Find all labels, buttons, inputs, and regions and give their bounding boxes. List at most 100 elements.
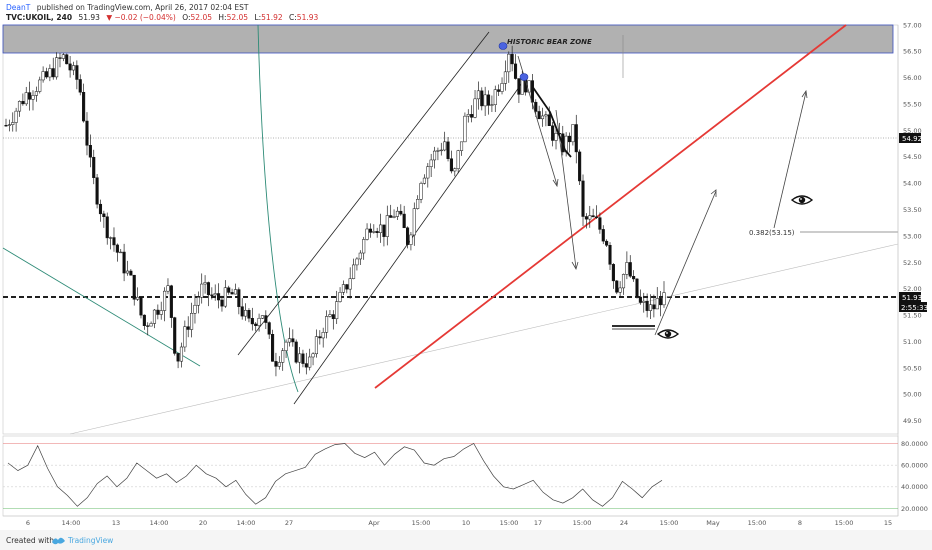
candle[interactable] xyxy=(61,54,65,59)
candle[interactable] xyxy=(314,336,318,355)
candle[interactable] xyxy=(419,183,423,200)
channel-upper[interactable] xyxy=(237,31,490,356)
candle[interactable] xyxy=(176,353,180,362)
candle[interactable] xyxy=(98,203,103,215)
candle[interactable] xyxy=(28,92,32,100)
candle[interactable] xyxy=(44,71,49,78)
candle[interactable] xyxy=(490,104,494,106)
candle[interactable] xyxy=(7,124,11,126)
candle[interactable] xyxy=(453,168,457,172)
candle[interactable] xyxy=(287,338,291,343)
candle[interactable] xyxy=(115,244,119,253)
candle[interactable] xyxy=(139,296,143,316)
candle[interactable] xyxy=(385,215,389,237)
candle[interactable] xyxy=(618,287,622,293)
candle[interactable] xyxy=(48,68,52,78)
candle[interactable] xyxy=(551,125,555,141)
candle[interactable] xyxy=(328,314,332,317)
candle[interactable] xyxy=(638,296,642,303)
candle[interactable] xyxy=(55,57,59,78)
candle[interactable] xyxy=(338,292,342,302)
candle[interactable] xyxy=(311,353,315,358)
candle[interactable] xyxy=(503,71,507,84)
candle[interactable] xyxy=(662,292,666,306)
candle[interactable] xyxy=(443,141,447,151)
teal-curve[interactable] xyxy=(257,24,299,393)
candle[interactable] xyxy=(466,114,470,117)
candle[interactable] xyxy=(483,94,487,107)
candle[interactable] xyxy=(335,301,339,320)
candle[interactable] xyxy=(237,289,241,307)
candle[interactable] xyxy=(594,216,599,218)
candle[interactable] xyxy=(163,290,167,311)
candle[interactable] xyxy=(169,285,173,318)
candle[interactable] xyxy=(95,177,99,205)
candle[interactable] xyxy=(571,124,575,143)
candle[interactable] xyxy=(537,111,541,120)
candle[interactable] xyxy=(473,98,477,118)
candle[interactable] xyxy=(92,156,96,178)
candle[interactable] xyxy=(71,65,76,71)
candle[interactable] xyxy=(632,276,636,280)
candle[interactable] xyxy=(652,304,656,310)
candle[interactable] xyxy=(213,293,217,296)
candle[interactable] xyxy=(11,122,15,125)
candle[interactable] xyxy=(382,224,386,237)
candle[interactable] xyxy=(156,309,160,315)
candle[interactable] xyxy=(331,314,335,320)
candle[interactable] xyxy=(584,216,588,220)
candle[interactable] xyxy=(146,325,150,327)
candle[interactable] xyxy=(125,270,130,274)
candle[interactable] xyxy=(250,318,254,325)
candle[interactable] xyxy=(422,177,426,184)
candle[interactable] xyxy=(277,362,281,367)
candle[interactable] xyxy=(264,315,268,323)
candle[interactable] xyxy=(220,299,224,307)
candle[interactable] xyxy=(68,63,72,71)
candle[interactable] xyxy=(318,336,322,339)
candle[interactable] xyxy=(432,150,437,161)
candle[interactable] xyxy=(85,120,89,146)
candle[interactable] xyxy=(578,151,582,182)
candle[interactable] xyxy=(190,312,194,330)
candle[interactable] xyxy=(206,282,211,296)
candle[interactable] xyxy=(510,53,514,65)
symbol-label[interactable]: TVC:UKOIL, 240 xyxy=(6,13,72,22)
candle[interactable] xyxy=(436,150,440,152)
candle[interactable] xyxy=(281,350,285,363)
candle[interactable] xyxy=(142,314,146,326)
candle[interactable] xyxy=(345,284,349,290)
candle[interactable] xyxy=(574,124,578,153)
candle[interactable] xyxy=(179,346,184,362)
candle[interactable] xyxy=(446,141,450,159)
candle[interactable] xyxy=(112,237,116,246)
candle[interactable] xyxy=(409,234,413,245)
candle[interactable] xyxy=(260,315,265,319)
candle[interactable] xyxy=(348,278,352,290)
candle[interactable] xyxy=(426,166,430,179)
drawn-zigzag[interactable] xyxy=(531,85,572,158)
candle[interactable] xyxy=(102,213,106,217)
candle[interactable] xyxy=(119,251,123,254)
candle[interactable] xyxy=(257,317,261,326)
candle[interactable] xyxy=(372,231,376,233)
candle[interactable] xyxy=(274,361,278,367)
candle[interactable] xyxy=(554,132,558,141)
candle[interactable] xyxy=(530,80,534,103)
price-pane[interactable]: HISTORIC BEAR ZONE 0.382(53.15) xyxy=(2,24,899,435)
candle[interactable] xyxy=(200,283,204,298)
candle[interactable] xyxy=(298,353,302,363)
candle[interactable] xyxy=(38,79,42,92)
candle[interactable] xyxy=(399,210,403,215)
candle[interactable] xyxy=(611,264,615,282)
candle[interactable] xyxy=(621,274,626,289)
publisher-name[interactable]: DeanT xyxy=(6,3,31,12)
price-axis[interactable]: 57.00 56.50 56.00 55.50 55.00 54.50 54.00 53.50… xyxy=(897,21,928,516)
candle[interactable] xyxy=(659,298,663,306)
candle[interactable] xyxy=(547,114,551,127)
candle[interactable] xyxy=(247,309,251,319)
candle[interactable] xyxy=(456,150,460,169)
bear-zone-rect[interactable] xyxy=(2,24,894,54)
candle[interactable] xyxy=(51,68,55,78)
